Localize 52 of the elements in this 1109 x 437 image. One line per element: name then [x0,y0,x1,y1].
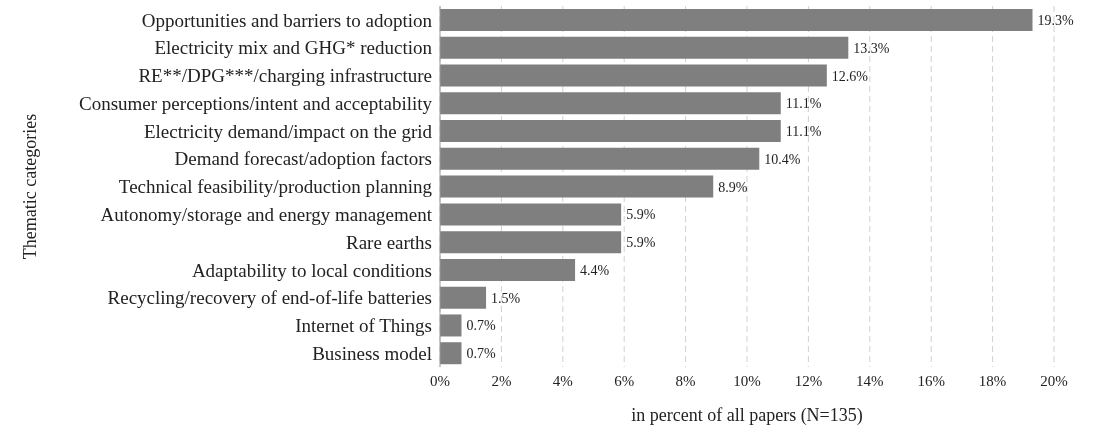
data-label: 13.3% [853,40,890,56]
data-label: 8.9% [718,179,748,195]
y-tick-label: Autonomy/storage and energy management [100,204,433,226]
data-label: 0.7% [466,346,496,362]
y-tick-label: Technical feasibility/production planning [118,176,433,198]
data-label: 5.9% [626,207,656,223]
y-tick-label: Adaptability to local conditions [191,259,432,281]
data-label: 10.4% [764,151,801,167]
data-label: 4.4% [580,262,610,278]
y-tick-label: Consumer perceptions/intent and acceptability [79,92,433,114]
x-tick-label: 16% [917,372,945,389]
bar [440,286,487,309]
bar [440,342,462,365]
y-tick-label: Electricity demand/impact on the grid [143,120,433,142]
bar [440,64,827,87]
y-tick-label: Business model [312,342,432,364]
x-axis-title: in percent of all papers (N=135) [631,405,863,426]
x-tick-label: 2% [491,372,512,389]
bar [440,9,1033,31]
y-tick-label: Recycling/recovery of end-of-life batteries [107,287,432,309]
data-label: 11.1% [785,124,822,140]
x-tick-label: 6% [614,372,635,389]
bar [440,203,622,226]
bar [440,314,462,337]
bar [440,147,760,170]
y-tick-label: RE**/DPG***/charging infrastructure [138,65,432,87]
x-tick-label: 20% [1040,372,1068,389]
data-label: 12.6% [831,68,869,84]
data-label: 11.1% [785,96,822,112]
y-tick-label: Electricity mix and GHG* reduction [154,37,433,59]
data-label: 1.5% [491,290,521,306]
y-tick-label: Opportunities and barriers to adoption [141,9,433,31]
bar [440,258,576,281]
x-tick-label: 14% [856,372,884,389]
x-tick-label: 12% [794,372,823,389]
bar [440,92,781,115]
x-tick-label: 0% [430,372,450,389]
x-tick-label: 4% [552,372,573,389]
data-label: 19.3% [1037,12,1075,28]
x-tick-label: 8% [675,372,696,389]
bar [440,231,622,254]
bar [440,175,714,198]
y-axis-title: Thematic categories [20,113,41,260]
bar [440,120,781,143]
y-tick-label: Rare earths [346,231,432,253]
x-tick-label: 10% [733,372,761,389]
bar [440,36,849,59]
x-tick-label: 18% [978,372,1007,389]
data-label: 0.7% [466,318,496,334]
data-label: 5.9% [626,235,656,251]
y-tick-label: Internet of Things [295,315,432,337]
y-tick-label: Demand forecast/adoption factors [174,148,432,170]
